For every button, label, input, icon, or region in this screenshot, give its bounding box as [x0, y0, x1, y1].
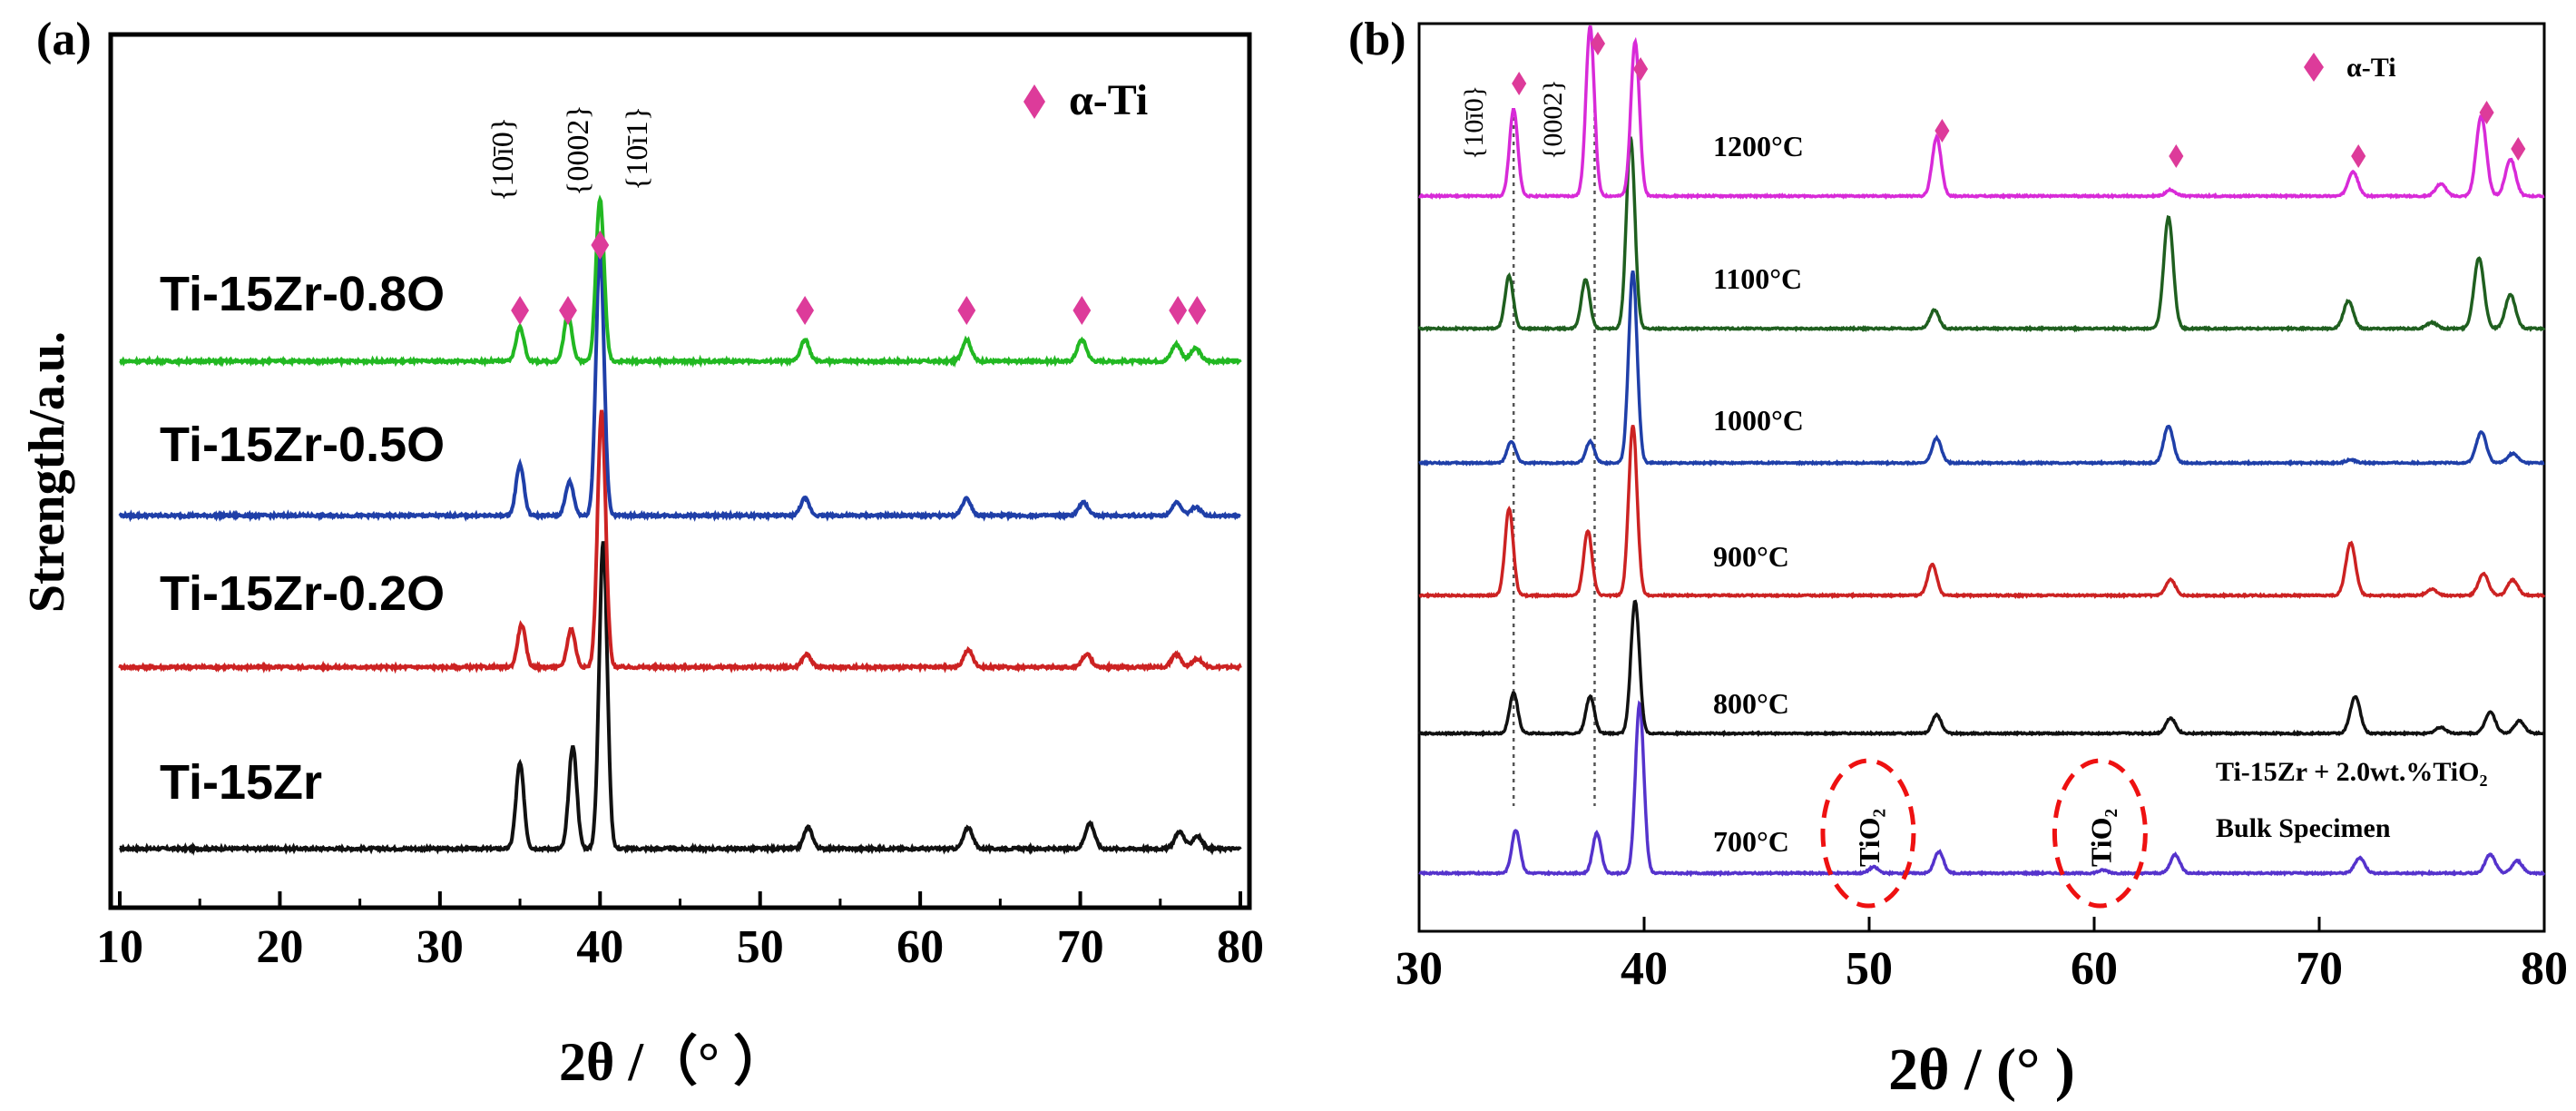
panel-b-dashed-reference-lines: [1512, 109, 1596, 806]
panel-a-x-axis-title: 2θ /（° ）: [559, 1031, 788, 1092]
panel-b-legend-diamond-icon: [2304, 53, 2324, 82]
panel-b-series-label: 900°C: [1713, 540, 1789, 573]
panel-b-alpha-ti-marker: [2169, 144, 2184, 168]
panel-a-legend-diamond-icon: [1024, 84, 1045, 119]
panel-a-series-label: Ti-15Zr-0.5O: [160, 418, 445, 472]
panel-a-alpha-ti-marker: [591, 231, 610, 260]
panel-b-alpha-ti-marker: [2351, 144, 2366, 168]
panel-a-alpha-ti-marker: [559, 296, 577, 325]
panel-b-tio2-circle: [2052, 758, 2148, 909]
panel-a-series-label: Ti-15Zr: [160, 755, 322, 810]
panel-b-x-tick-label: 60: [2071, 943, 2118, 995]
panel-b-series-line: [1418, 270, 2545, 467]
panel-b-x-tick-label: 50: [1846, 943, 1893, 995]
panel-a-x-tick-label: 40: [576, 921, 623, 973]
panel-b-series-group: [1417, 25, 2546, 878]
panel-a-legend-label: α-Ti: [1069, 76, 1148, 124]
panel-b: (b) 30 40 50 60 70 80 {10ī0} {0002} 700°C 800°C…: [1348, 14, 2568, 1103]
panel-a-series-line: [118, 251, 1241, 523]
panel-a-plane-labels: {10ī0} {0002} {10ī1}: [486, 104, 654, 202]
panel-b-series-label: 1200°C: [1713, 130, 1804, 162]
panel-b-plane-labels: {10ī0} {0002}: [1459, 79, 1568, 160]
panel-b-alpha-ti-marker: [1633, 57, 1649, 81]
panel-b-x-tick-label: 80: [2521, 943, 2568, 995]
panel-a-x-tick-label: 80: [1217, 921, 1264, 973]
panel-b-series-labels: 700°C 800°C 900°C 1000°C 1100°C 1200°C: [1713, 130, 1804, 858]
panel-b-x-axis-title: 2θ / (° ): [1888, 1037, 2075, 1103]
panel-b-series-label: 1000°C: [1713, 404, 1804, 437]
panel-a-y-axis-title: Strength/a.u.: [19, 331, 75, 613]
panel-a-series-label: Ti-15Zr-0.2O: [160, 566, 445, 621]
panel-b-legend-label: α-Ti: [2346, 53, 2396, 83]
panel-a-alpha-ti-marker: [1073, 296, 1092, 325]
panel-a-plane-label: {10ī0}: [486, 117, 520, 202]
panel-a-alpha-ti-marker: [1169, 296, 1188, 325]
panel-a-series-labels: Ti-15Zr Ti-15Zr-0.2O Ti-15Zr-0.5O Ti-15Zr-0…: [160, 267, 445, 810]
panel-a-label: (a): [36, 14, 92, 65]
panel-a-series-label: Ti-15Zr-0.8O: [160, 267, 445, 321]
panel-b-x-tick-label: 40: [1621, 943, 1668, 995]
panel-b-tio2-label: TiO₂: [1853, 809, 1885, 867]
panel-b-specimen-line-2: Bulk Specimen: [2216, 813, 2391, 843]
panel-b-alpha-ti-markers: [1512, 32, 2526, 168]
panel-b-plane-label: {10ī0}: [1459, 85, 1489, 160]
panel-a-alpha-ti-marker: [796, 296, 815, 325]
panel-a-plane-label: {10ī1}: [621, 106, 654, 191]
panel-a-x-tick-label: 10: [96, 921, 143, 973]
panel-b-series-line: [1418, 25, 2545, 201]
panel-b-alpha-ti-marker: [2511, 137, 2526, 161]
panel-a-x-tick-label: 30: [416, 921, 464, 973]
panel-a-alpha-ti-marker: [511, 296, 529, 325]
panel-b-specimen-line-1: Ti-15Zr + 2.0wt.%TiO₂: [2216, 757, 2487, 787]
panel-b-x-tick-label: 70: [2296, 943, 2343, 995]
panel-a-series-group: [118, 194, 1242, 856]
panel-a-x-tick-label: 50: [737, 921, 784, 973]
panel-b-x-tick-label: 30: [1396, 943, 1443, 995]
panel-a-series-line: [119, 194, 1242, 369]
panel-b-series-label: 1100°C: [1713, 262, 1802, 295]
panel-b-tio2-label: TiO₂: [2084, 809, 2117, 867]
panel-b-series-line: [1417, 136, 2546, 333]
panel-a-alpha-ti-markers: [511, 231, 1207, 325]
panel-b-tio2-annotations: TiO₂ TiO₂: [1820, 758, 2148, 909]
panel-a-x-tick-label: 20: [256, 921, 303, 973]
panel-a-alpha-ti-marker: [957, 296, 976, 325]
panel-a-x-ticks: 10 20 30 40 50 60 70 80: [96, 891, 1264, 973]
panel-b-series-label: 700°C: [1713, 825, 1789, 858]
panel-a: (a) 10 20 30 40 50 60 70 80 {10ī0} {0002} {10ī1} …: [19, 14, 1264, 1092]
panel-a-x-tick-label: 70: [1057, 921, 1104, 973]
panel-b-series-line: [1417, 599, 2545, 738]
panel-a-x-tick-label: 60: [896, 921, 944, 973]
panel-b-alpha-ti-marker: [1590, 32, 1606, 55]
panel-b-series-line: [1418, 700, 2546, 878]
panel-b-alpha-ti-marker: [1934, 119, 1950, 143]
panel-b-plot-frame: [1417, 22, 2546, 933]
panel-a-plane-label: {0002}: [562, 104, 595, 196]
panel-b-series-line: [1418, 425, 2546, 600]
panel-b-tio2-circle: [1820, 758, 1916, 909]
panel-b-series-label: 800°C: [1713, 687, 1789, 720]
panel-a-alpha-ti-marker: [1188, 296, 1207, 325]
panel-b-alpha-ti-marker: [2479, 101, 2494, 124]
panel-a-series-line: [118, 409, 1242, 674]
panel-a-series-line: [119, 541, 1242, 856]
panel-b-alpha-ti-marker: [1512, 72, 1527, 95]
panel-b-plane-label: {0002}: [1538, 79, 1568, 160]
panel-b-x-ticks: 30 40 50 60 70 80: [1396, 917, 2568, 995]
panel-b-label: (b): [1348, 14, 1406, 65]
